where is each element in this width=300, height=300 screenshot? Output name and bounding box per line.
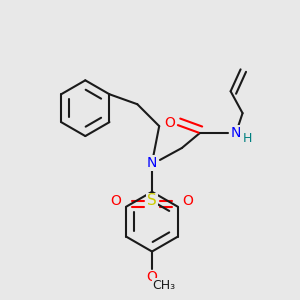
Text: N: N [230,126,241,140]
Text: O: O [111,194,122,208]
Text: O: O [164,116,175,130]
Text: S: S [147,193,157,208]
Text: CH₃: CH₃ [152,279,176,292]
Text: O: O [182,194,193,208]
Text: N: N [147,156,157,170]
Text: O: O [147,270,158,284]
Text: H: H [243,132,252,145]
